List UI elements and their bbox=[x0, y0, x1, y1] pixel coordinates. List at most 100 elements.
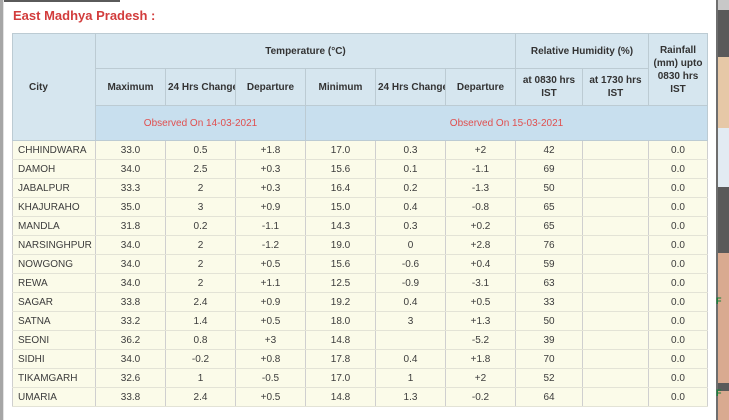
value-cell: 35.0 bbox=[95, 197, 166, 217]
city-cell: CHHINDWARA bbox=[12, 140, 96, 160]
value-cell: +0.2 bbox=[445, 216, 516, 236]
city-cell: TIKAMGARH bbox=[12, 368, 96, 388]
value-cell: 65 bbox=[515, 197, 583, 217]
value-cell: 1.3 bbox=[375, 387, 446, 407]
city-cell: NOWGONG bbox=[12, 254, 96, 274]
value-cell: 31.8 bbox=[95, 216, 166, 236]
value-cell: 18.0 bbox=[305, 311, 376, 331]
value-cell: 33 bbox=[515, 292, 583, 312]
edge-text-fragment: F bbox=[716, 388, 722, 398]
col-group-humidity: Relative Humidity (%) bbox=[515, 33, 649, 69]
value-cell: +0.3 bbox=[235, 159, 306, 179]
value-cell: 34.0 bbox=[95, 254, 166, 274]
city-cell: SATNA bbox=[12, 311, 96, 331]
value-cell: 19.2 bbox=[305, 292, 376, 312]
value-cell: 0.0 bbox=[648, 140, 708, 160]
value-cell: -5.2 bbox=[445, 330, 516, 350]
edge-block bbox=[718, 391, 729, 420]
edge-block bbox=[718, 383, 729, 391]
value-cell: 19.0 bbox=[305, 235, 376, 255]
value-cell: -1.1 bbox=[445, 159, 516, 179]
value-cell: +1.8 bbox=[445, 349, 516, 369]
value-cell: 0.4 bbox=[375, 349, 446, 369]
value-cell: +0.5 bbox=[445, 292, 516, 312]
value-cell: 65 bbox=[515, 216, 583, 236]
value-cell: +0.4 bbox=[445, 254, 516, 274]
value-cell: -3.1 bbox=[445, 273, 516, 293]
value-cell: 64 bbox=[515, 387, 583, 407]
value-cell bbox=[582, 292, 649, 312]
city-cell: MANDLA bbox=[12, 216, 96, 236]
value-cell: +1.8 bbox=[235, 140, 306, 160]
table-row: SAGAR 33.8 2.4 +0.9 19.2 0.4 +0.5 33 0.0 bbox=[12, 292, 708, 312]
col-header-rh-0830: at 0830 hrs IST bbox=[515, 68, 583, 106]
value-cell: +2.8 bbox=[445, 235, 516, 255]
page-content: East Madhya Pradesh : City Temperature (… bbox=[12, 8, 708, 407]
value-cell bbox=[582, 387, 649, 407]
value-cell: 15.0 bbox=[305, 197, 376, 217]
value-cell: 0 bbox=[375, 235, 446, 255]
table-row: TIKAMGARH 32.6 1 -0.5 17.0 1 +2 52 0.0 bbox=[12, 368, 708, 388]
value-cell bbox=[582, 159, 649, 179]
edge-block bbox=[718, 128, 729, 187]
city-cell: JABALPUR bbox=[12, 178, 96, 198]
value-cell: 14.8 bbox=[305, 387, 376, 407]
value-cell: 2 bbox=[165, 254, 236, 274]
col-header-max-24hrs-change: 24 Hrs Change bbox=[165, 68, 236, 106]
value-cell: 0.0 bbox=[648, 159, 708, 179]
value-cell bbox=[582, 197, 649, 217]
value-cell: -0.9 bbox=[375, 273, 446, 293]
edge-text-fragment: F bbox=[716, 296, 722, 306]
value-cell: +0.3 bbox=[235, 178, 306, 198]
value-cell bbox=[582, 330, 649, 350]
value-cell: 12.5 bbox=[305, 273, 376, 293]
page-title: East Madhya Pradesh : bbox=[13, 8, 156, 23]
value-cell: -0.2 bbox=[445, 387, 516, 407]
table-row: UMARIA 33.8 2.4 +0.5 14.8 1.3 -0.2 64 0.… bbox=[12, 387, 708, 407]
value-cell: 0.0 bbox=[648, 273, 708, 293]
value-cell: +0.5 bbox=[235, 311, 306, 331]
value-cell: 63 bbox=[515, 273, 583, 293]
table-row: SATNA 33.2 1.4 +0.5 18.0 3 +1.3 50 0.0 bbox=[12, 311, 708, 331]
value-cell: +2 bbox=[445, 368, 516, 388]
value-cell: 3 bbox=[165, 197, 236, 217]
value-cell: +0.5 bbox=[235, 387, 306, 407]
value-cell: 2.4 bbox=[165, 292, 236, 312]
value-cell: 1 bbox=[165, 368, 236, 388]
value-cell: 0.0 bbox=[648, 197, 708, 217]
value-cell bbox=[582, 349, 649, 369]
value-cell: 0.0 bbox=[648, 216, 708, 236]
value-cell: +2 bbox=[445, 140, 516, 160]
value-cell: -0.8 bbox=[445, 197, 516, 217]
value-cell: 39 bbox=[515, 330, 583, 350]
value-cell: 34.0 bbox=[95, 159, 166, 179]
value-cell: 0.0 bbox=[648, 254, 708, 274]
value-cell: 33.2 bbox=[95, 311, 166, 331]
value-cell: 2 bbox=[165, 235, 236, 255]
value-cell: 14.3 bbox=[305, 216, 376, 236]
city-cell: SAGAR bbox=[12, 292, 96, 312]
value-cell: 17.0 bbox=[305, 140, 376, 160]
value-cell: 34.0 bbox=[95, 273, 166, 293]
value-cell: 33.8 bbox=[95, 387, 166, 407]
value-cell bbox=[582, 216, 649, 236]
observed-date-min: Observed On 15-03-2021 bbox=[305, 105, 708, 141]
value-cell: 17.0 bbox=[305, 368, 376, 388]
observed-date-max: Observed On 14-03-2021 bbox=[95, 105, 306, 141]
value-cell: 0.0 bbox=[648, 311, 708, 331]
city-cell: DAMOH bbox=[12, 159, 96, 179]
col-header-max-departure: Departure bbox=[235, 68, 306, 106]
edge-block bbox=[718, 57, 729, 128]
col-header-minimum: Minimum bbox=[305, 68, 376, 106]
edge-block bbox=[718, 253, 729, 298]
value-cell bbox=[582, 254, 649, 274]
value-cell: 0.0 bbox=[648, 349, 708, 369]
city-cell: KHAJURAHO bbox=[12, 197, 96, 217]
value-cell: 2.5 bbox=[165, 159, 236, 179]
value-cell: 50 bbox=[515, 178, 583, 198]
col-header-city: City bbox=[12, 33, 96, 141]
value-cell: 0.0 bbox=[648, 387, 708, 407]
value-cell: +1.3 bbox=[445, 311, 516, 331]
background-window-scrollbar[interactable] bbox=[716, 0, 729, 420]
value-cell bbox=[582, 235, 649, 255]
